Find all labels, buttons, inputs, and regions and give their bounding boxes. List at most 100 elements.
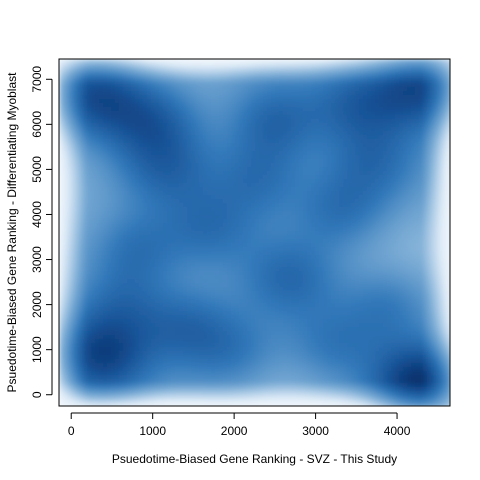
density-cell <box>379 203 384 208</box>
density-cell <box>359 187 364 192</box>
density-cell <box>231 147 236 152</box>
density-cell <box>287 203 292 208</box>
density-cell <box>403 87 408 92</box>
density-cell <box>215 123 220 128</box>
density-cell <box>103 251 108 256</box>
density-cell <box>291 119 296 124</box>
density-cell <box>75 111 80 116</box>
density-cell <box>151 207 156 212</box>
density-cell <box>315 99 320 104</box>
density-cell <box>267 135 272 140</box>
density-cell <box>199 139 204 144</box>
density-cell <box>163 239 168 244</box>
density-cell <box>359 195 364 200</box>
density-cell <box>335 191 340 196</box>
density-cell <box>423 123 428 128</box>
density-cell <box>407 131 412 136</box>
density-cell <box>99 255 104 260</box>
density-cell <box>179 163 184 168</box>
density-cell <box>235 143 240 148</box>
density-cell <box>403 163 408 168</box>
density-cell <box>143 171 148 176</box>
density-cell <box>251 167 256 172</box>
density-cell <box>231 167 236 172</box>
density-cell <box>71 63 76 68</box>
density-cell <box>295 59 300 64</box>
density-cell <box>383 215 388 220</box>
density-cell <box>343 131 348 136</box>
density-cell <box>371 67 376 72</box>
density-cell <box>403 199 408 204</box>
density-cell <box>263 191 268 196</box>
density-cell <box>331 219 336 224</box>
density-cell <box>311 111 316 116</box>
density-cell <box>419 247 424 252</box>
density-cell <box>163 75 168 80</box>
density-cell <box>231 103 236 108</box>
density-cell <box>155 219 160 224</box>
density-cell <box>155 207 160 212</box>
density-cell <box>203 255 208 260</box>
density-cell <box>255 75 260 80</box>
density-cell <box>203 75 208 80</box>
density-cell <box>419 71 424 76</box>
density-cell <box>195 143 200 148</box>
density-cell <box>387 63 392 68</box>
density-cell <box>275 175 280 180</box>
density-cell <box>287 195 292 200</box>
density-cell <box>287 131 292 136</box>
density-cell <box>167 135 172 140</box>
density-cell <box>407 135 412 140</box>
density-cell <box>439 259 444 264</box>
density-cell <box>335 123 340 128</box>
density-cell <box>335 251 340 256</box>
density-cell <box>327 91 332 96</box>
density-cell <box>207 155 212 160</box>
density-cell <box>215 99 220 104</box>
density-cell <box>131 183 136 188</box>
density-cell <box>99 195 104 200</box>
density-cell <box>347 143 352 148</box>
density-cell <box>291 91 296 96</box>
density-cell <box>163 99 168 104</box>
density-cell <box>415 59 420 64</box>
density-cell <box>291 171 296 176</box>
density-cell <box>367 87 372 92</box>
density-cell <box>179 199 184 204</box>
density-cell <box>207 147 212 152</box>
density-cell <box>423 127 428 132</box>
density-cell <box>167 103 172 108</box>
density-cell <box>263 195 268 200</box>
density-cell <box>235 239 240 244</box>
density-cell <box>395 223 400 228</box>
density-cell <box>99 111 104 116</box>
density-cell <box>279 215 284 220</box>
density-cell <box>403 223 408 228</box>
density-cell <box>319 151 324 156</box>
density-cell <box>139 199 144 204</box>
density-cell <box>423 99 428 104</box>
density-cell <box>139 59 144 64</box>
density-cell <box>251 163 256 168</box>
density-cell <box>291 151 296 156</box>
density-cell <box>71 231 76 236</box>
density-cell <box>339 143 344 148</box>
density-cell <box>151 107 156 112</box>
density-cell <box>383 239 388 244</box>
density-cell <box>147 255 152 260</box>
density-cell <box>123 139 128 144</box>
density-cell <box>331 163 336 168</box>
density-cell <box>427 219 432 224</box>
density-cell <box>411 219 416 224</box>
density-cell <box>259 239 264 244</box>
density-cell <box>107 75 112 80</box>
density-cell <box>219 95 224 100</box>
density-cell <box>391 207 396 212</box>
density-cell <box>179 95 184 100</box>
density-cell <box>139 187 144 192</box>
density-cell <box>315 203 320 208</box>
density-cell <box>95 199 100 204</box>
density-cell <box>359 83 364 88</box>
density-cell <box>135 87 140 92</box>
density-cell <box>271 131 276 136</box>
